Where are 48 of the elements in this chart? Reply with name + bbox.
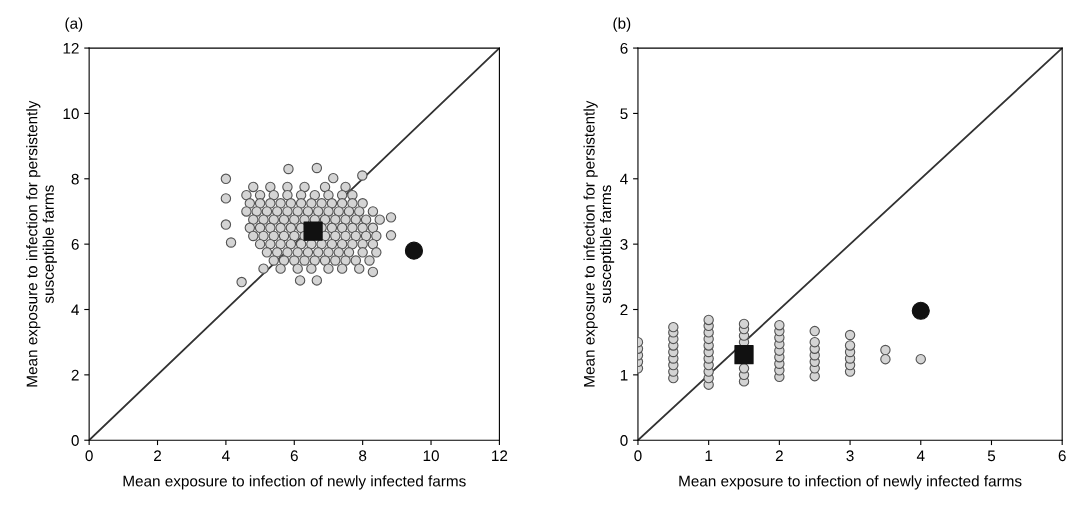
x-tick-label: 0 (85, 450, 93, 462)
x-tick-label: 2 (775, 450, 783, 462)
point (880, 353, 891, 365)
x-tick-label: 0 (634, 450, 642, 462)
point (668, 321, 679, 333)
y-tick-label: 3 (620, 239, 628, 250)
x-tick-label: 3 (846, 450, 854, 462)
x-tick-label: 4 (222, 450, 230, 462)
chart-title: (a) (65, 17, 83, 32)
x-tick-label: 2 (154, 450, 161, 462)
point (844, 340, 856, 351)
x-tick-label: 8 (359, 450, 367, 462)
x-tick-label: 12 (492, 450, 508, 462)
chart-title: (b) (613, 17, 631, 32)
x-tick-label: 10 (423, 450, 439, 462)
y-axis-title: Mean exposure to infection for persistently susceptible farms (26, 100, 57, 387)
x-axis-title: Mean exposure to infection of newly infected farms (679, 475, 1022, 490)
y-tick-label: 4 (620, 173, 628, 185)
y-tick-label: 1 (620, 369, 628, 381)
y-tick-label: 0 (71, 435, 79, 446)
y-tick-label: 8 (71, 173, 79, 185)
point (880, 344, 891, 356)
y-tick-label: 0 (620, 435, 628, 446)
y-tick-label: 4 (71, 304, 79, 316)
x-tick-label: 4 (916, 450, 925, 462)
point (911, 301, 930, 320)
y-tick-label: 6 (620, 42, 628, 54)
y-tick-label: 6 (71, 239, 79, 250)
y-tick-label: 10 (63, 108, 79, 120)
point (915, 353, 926, 365)
point (774, 319, 785, 331)
x-axis-title: Mean exposure to infection of newly infected farms (123, 475, 466, 490)
point (809, 325, 820, 337)
y-tick-label: 12 (63, 42, 79, 54)
y-tick-label: 5 (620, 108, 628, 120)
y-axis-title: Mean exposure to infection for persistently susceptible farms (583, 100, 615, 387)
point (703, 314, 714, 326)
y-tick-label: 2 (71, 369, 79, 381)
point (809, 336, 820, 348)
x-tick-label: 5 (987, 450, 996, 462)
point (738, 318, 750, 330)
y-tick-label: 2 (620, 304, 628, 316)
point (844, 329, 856, 341)
x-tick-label: 6 (1058, 450, 1066, 462)
point (738, 363, 750, 374)
point (734, 344, 754, 365)
x-tick-label: 1 (705, 450, 713, 462)
x-tick-label: 6 (290, 450, 298, 462)
